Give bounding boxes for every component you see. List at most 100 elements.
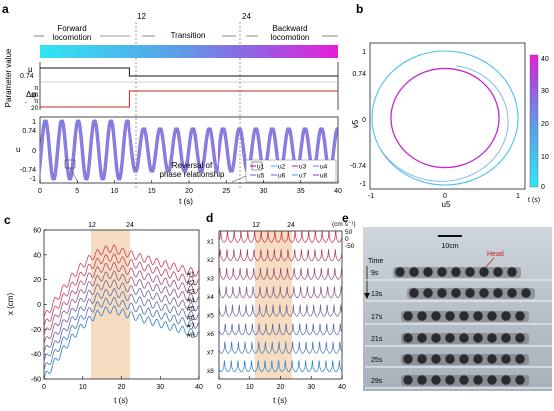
robot-module-3-6	[486, 332, 498, 344]
b-axes	[369, 42, 526, 190]
robot-module-3-4	[458, 332, 470, 344]
c-marker-12: 12	[88, 222, 96, 229]
b-y-tick-0: 0	[362, 117, 366, 124]
robot-module-1-4	[464, 287, 476, 299]
u-tick-m074: -0.74	[20, 167, 36, 174]
d-row-label-4: ẋ4	[207, 294, 214, 301]
legend-label-u3: u3	[299, 164, 307, 171]
time-color-bar	[40, 45, 338, 58]
c-x-axis-label: t (s)	[114, 396, 128, 405]
c-y-tick--40: -40	[31, 352, 41, 359]
robot-module-5-8	[514, 374, 526, 386]
robot-module-3-8	[514, 332, 526, 344]
legend-label-u4: u4	[320, 164, 328, 171]
robot-module-3-7	[500, 332, 512, 344]
c-y-tick-20: 20	[33, 277, 41, 284]
robot-module-2-6	[486, 310, 498, 322]
b-x-tick-m1: -1	[368, 193, 374, 200]
robot-module-2-3	[444, 310, 456, 322]
c-y-tick-60: 60	[33, 228, 41, 235]
d-x-ticks: 0 10 20 30 40	[217, 376, 346, 391]
robot-module-4-1	[416, 353, 428, 365]
c-y-ticks: 60 40 20 0 -20 -40 -60	[31, 228, 47, 384]
c-x-ticks: 0 10 20 30 40	[42, 376, 203, 391]
d-row-label-8: ẋ8	[207, 368, 214, 375]
robot-module-0-0	[394, 266, 406, 278]
phase-backward-line2: locomotion	[271, 33, 310, 42]
d-series-ẋ4	[218, 286, 343, 299]
a-x-axis-label: t (s)	[179, 197, 193, 206]
robot-module-0-6	[478, 266, 490, 278]
c-marker-24: 24	[126, 222, 134, 229]
phase-forward-line2: locomotion	[53, 33, 92, 42]
time-label: Time	[368, 258, 383, 265]
d-unit-tick-m50: -50	[345, 243, 355, 250]
b-y-axis-label: v5	[351, 119, 360, 128]
d-series-ẋ1	[218, 231, 343, 243]
robot-module-3-0	[402, 332, 414, 344]
robot-module-2-7	[500, 310, 512, 322]
reversal-annotation-line2: phase relationship	[160, 170, 225, 179]
d-x-tick-40: 40	[338, 384, 346, 391]
robot-module-5-7	[500, 374, 512, 386]
c-x-tick-0: 0	[42, 384, 46, 391]
c-series-label-2: #2	[187, 280, 195, 287]
a-x-ticks: 0 5 10 15 20 25 30 35 40	[38, 180, 342, 195]
dphi-pi-bot: π	[34, 98, 39, 105]
c-series-#6	[43, 288, 199, 362]
c-series-label-4: #4	[187, 298, 195, 305]
robot-module-2-5	[472, 310, 484, 322]
robot-module-3-5	[472, 332, 484, 344]
c-x-tick-20: 20	[118, 384, 126, 391]
c-series-label-1: #1	[187, 271, 195, 278]
d-x-tick-0: 0	[217, 384, 221, 391]
a-x-tick-30: 30	[260, 188, 268, 195]
u-tick-1: 1	[32, 119, 36, 126]
robot-module-0-3	[436, 266, 448, 278]
d-series-ẋ5	[218, 304, 343, 317]
b-y-tick-1: 1	[362, 49, 366, 56]
transition-spiral	[379, 65, 509, 182]
c-series-#7	[43, 296, 199, 371]
c-series-label-6: #6	[187, 315, 195, 322]
c-series-label-3: #3	[187, 289, 195, 296]
c-series-labels: #1 #2 #3 #4#5 #6 #7#8	[187, 271, 195, 339]
robot-module-5-4	[458, 374, 470, 386]
mu-series	[40, 67, 338, 77]
phase-backward-line1: Backward	[272, 24, 307, 33]
b-y-tick-m1: -1	[360, 181, 366, 188]
d-unit-tick-0: 0	[345, 236, 349, 243]
phase-portrait	[371, 50, 519, 186]
cb-tick-30: 30	[541, 88, 549, 95]
c-y-tick-0: 0	[37, 302, 41, 309]
u-axis-label: u	[16, 145, 20, 154]
robot-module-4-7	[500, 353, 512, 365]
robot-module-0-1	[408, 266, 420, 278]
d-row-label-3: ẋ3	[207, 275, 214, 282]
legend-label-u6: u6	[278, 173, 286, 180]
a-x-tick-5: 5	[75, 188, 79, 195]
robot-module-5-1	[416, 374, 428, 386]
robot-module-0-7	[492, 266, 504, 278]
robot-module-1-5	[478, 287, 490, 299]
legend-label-u5: u5	[257, 173, 265, 180]
robot-time-label-5: 29s	[371, 378, 383, 385]
b-y-tick-m074: -0.74	[350, 163, 366, 170]
robot-module-0-5	[464, 266, 476, 278]
cb-tick-0: 0	[541, 184, 545, 191]
robot-time-label-4: 25s	[371, 357, 383, 364]
robot-time-label-3: 21s	[371, 336, 383, 343]
robot-module-4-3	[444, 353, 456, 365]
panel-letter-d: d	[206, 211, 213, 225]
robot-module-4-6	[486, 353, 498, 365]
panel-letter-e: e	[342, 211, 349, 225]
a-x-tick-40: 40	[334, 188, 342, 195]
a-x-tick-25: 25	[222, 188, 230, 195]
c-x-tick-30: 30	[156, 384, 164, 391]
robot-module-1-7	[506, 287, 518, 299]
robot-time-label-0: 9s	[371, 270, 379, 277]
legend-label-u2: u2	[278, 164, 286, 171]
c-series-#5	[43, 279, 199, 353]
d-row-label-2: ẋ2	[207, 257, 214, 264]
